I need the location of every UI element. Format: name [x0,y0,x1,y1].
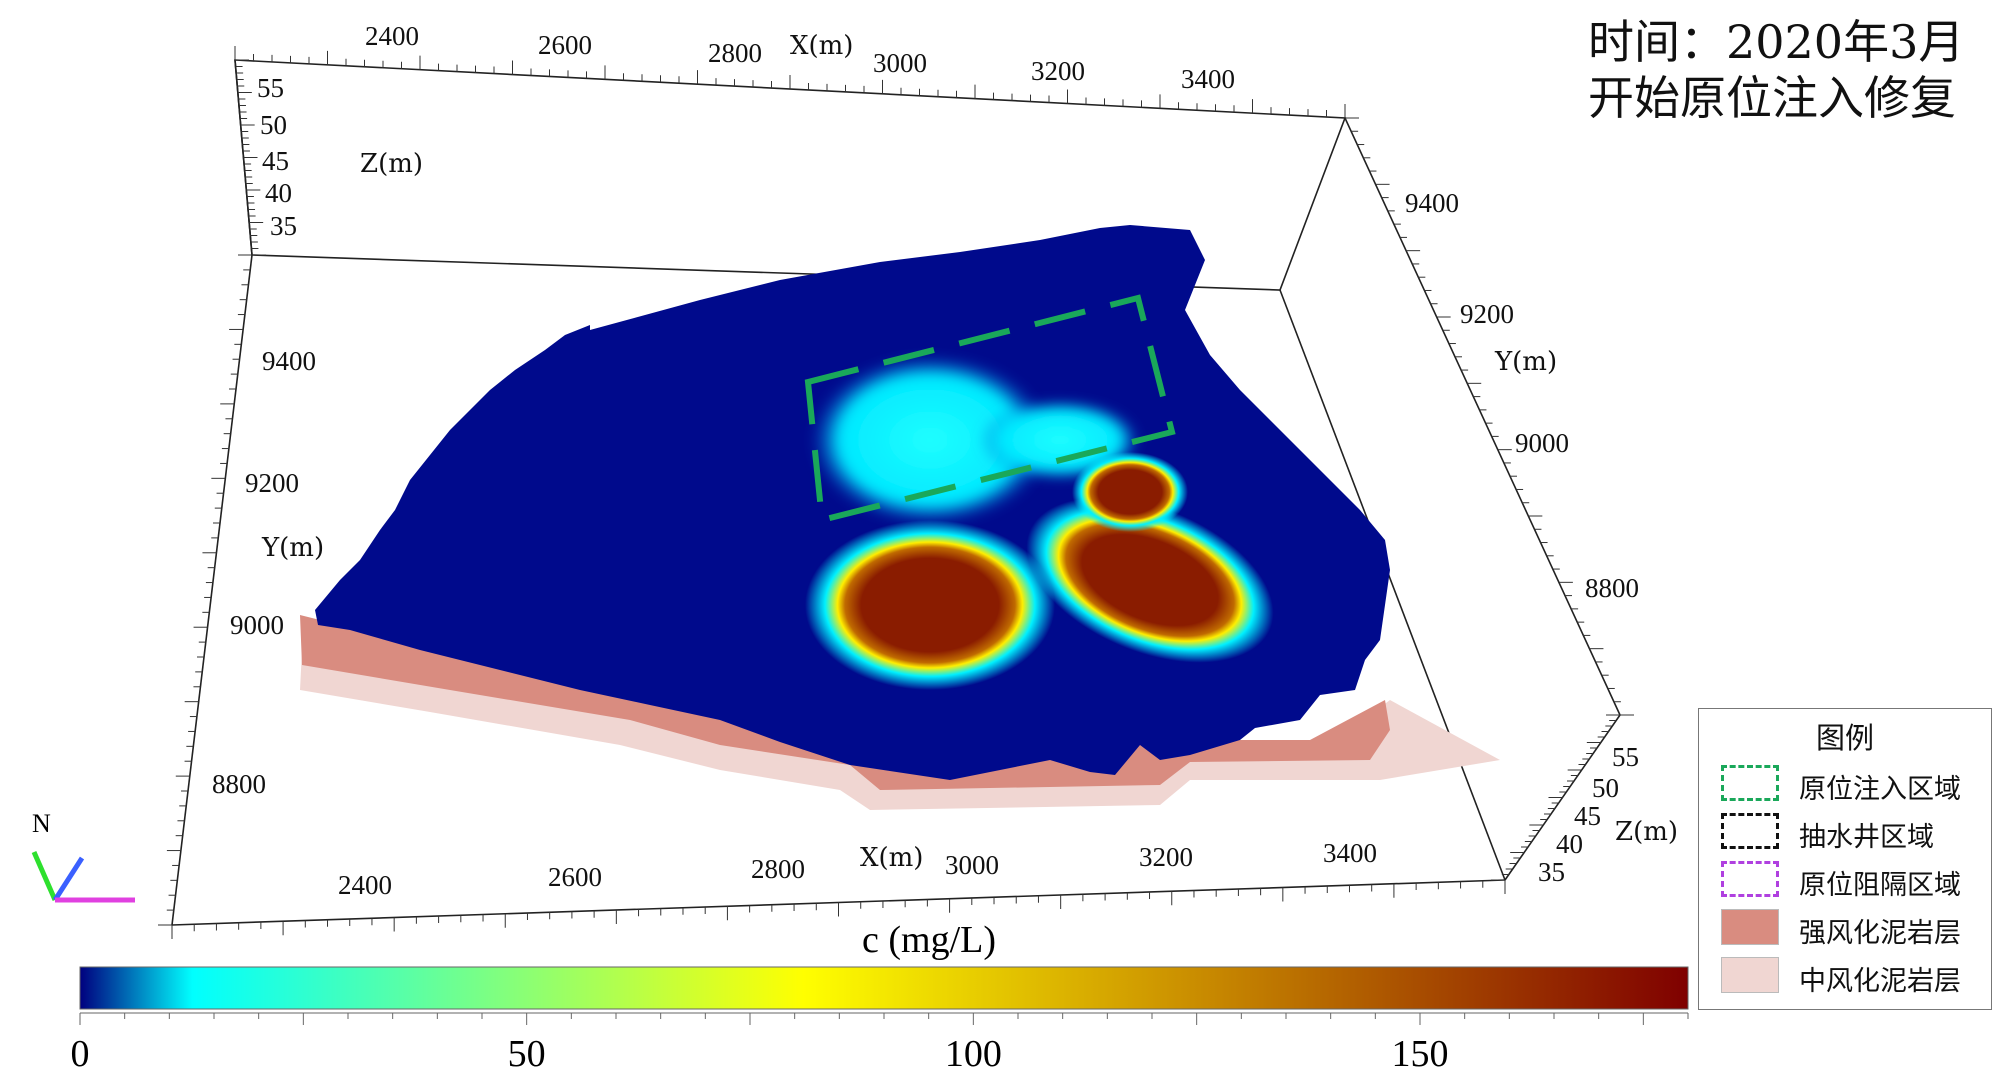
axis-tick-marks [158,46,1634,939]
left-y-tick-label: 9400 [262,346,316,376]
hotspot-north [1072,452,1188,532]
legend-item-label: 原位阻隔区域 [1799,870,1961,901]
bottom-x-tick-label: 3000 [945,850,999,880]
right-z-tick-label: 45 [1574,801,1601,831]
plume-map [315,225,1390,780]
right-y-tick-label: 8800 [1585,573,1639,603]
legend-item-label: 原位注入区域 [1799,774,1961,805]
bottom-x-tick-labels: 2400 2600 2800 3000 3200 3400 [338,838,1377,900]
colorbar-tick-label: 100 [945,1033,1002,1073]
left-y-tick-label: 9200 [245,468,299,498]
right-y-tick-label: 9200 [1460,299,1514,329]
colorbar-gradient-bar [79,966,1689,1010]
right-z-tick-label: 35 [1538,857,1565,887]
box-right-back-edge [1344,117,1621,716]
top-x-tick-label: 3000 [873,48,927,78]
legend-item: 中风化泥岩层 [1699,953,1991,999]
legend-panel: 图例 原位注入区域 抽水井区域原位阻隔区域 强风化泥岩层 中风化泥岩层 [1698,708,1992,1010]
left-z-axis-title: Z(m) [360,149,423,179]
bottom-x-tick-label: 3200 [1139,842,1193,872]
right-y-tick-labels: 9400 9200 9000 8800 [1405,188,1639,603]
time-title: 时间：2020年3月 开始原位注入修复 [1588,14,2000,126]
time-title-line2: 开始原位注入修复 [1588,71,1956,125]
right-z-axis-title: Z(m) [1615,817,1678,847]
colorbar: c (mg/L) 0 50 100 150 [71,919,1689,1073]
legend-item: 强风化泥岩层 [1699,905,1991,951]
north-arrow: N [31,809,135,903]
colorbar-tick-label: 150 [1392,1033,1449,1073]
hotspot-east [1026,497,1274,663]
hotspot-west [805,520,1055,690]
top-x-tick-label: 2600 [538,30,592,60]
top-x-axis-title: X(m) [790,31,853,61]
left-y-axis-title: Y(m) [261,533,324,563]
legend-item: 原位注入区域 [1699,761,1991,807]
bottom-x-tick-label: 2800 [751,854,805,884]
top-x-tick-labels: 2400 2600 2800 3000 3200 3400 [365,21,1235,94]
bottom-x-tick-label: 3400 [1323,838,1377,868]
colorbar-tick-labels: 0 50 100 150 [71,1033,1449,1073]
right-z-tick-label: 40 [1556,829,1583,859]
right-z-tick-label: 50 [1592,773,1619,803]
legend-item: 原位阻隔区域 [1699,857,1991,903]
top-x-tick-label: 3200 [1031,56,1085,86]
left-y-tick-labels: 9400 9200 9000 8800 [212,346,316,799]
box-right-front-edge [1279,289,1506,881]
dashed-box-symbol [1721,813,1779,849]
bottom-x-tick-label: 2400 [338,870,392,900]
injection-zone-outline [804,294,1176,524]
legend-title: 图例 [1815,721,1874,755]
top-x-tick-label: 2400 [365,21,419,51]
right-z-tick-label: 55 [1612,742,1639,772]
right-y-tick-label: 9400 [1405,188,1459,218]
left-y-tick-label: 9000 [230,610,284,640]
dashed-box-symbol [1721,765,1779,801]
box-left-front-edge [171,254,253,926]
dashed-box-symbol [1721,861,1779,897]
left-y-tick-label: 8800 [212,769,266,799]
left-z-tick-label: 50 [260,110,287,140]
filled-box-symbol [1721,957,1779,993]
colorbar-tick-label: 0 [71,1033,90,1073]
bottom-x-tick-label: 2600 [548,862,602,892]
top-x-tick-label: 2800 [708,38,762,68]
bottom-x-axis-title: X(m) [860,843,923,873]
left-z-tick-label: 45 [262,146,289,176]
colorbar-label: c (mg/L) [862,919,996,961]
north-arrow-label: N [32,809,51,838]
left-z-tick-label: 35 [270,211,297,241]
legend-item-label: 抽水井区域 [1799,822,1934,853]
right-y-tick-label: 9000 [1515,428,1569,458]
filled-box-symbol [1721,909,1779,945]
right-y-axis-title: Y(m) [1494,347,1557,377]
left-z-tick-label: 40 [265,178,292,208]
legend-item: 抽水井区域 [1699,809,1991,855]
legend-item-label: 强风化泥岩层 [1799,918,1961,949]
left-z-tick-label: 55 [257,73,284,103]
colorbar-minor-ticks [79,1013,1689,1025]
time-title-line1: 时间：2020年3月 [1588,15,1965,69]
colorbar-tick-label: 50 [508,1033,546,1073]
legend-item-label: 中风化泥岩层 [1799,966,1961,997]
cyan-plume-north [810,355,1050,525]
top-x-tick-label: 3400 [1181,64,1235,94]
